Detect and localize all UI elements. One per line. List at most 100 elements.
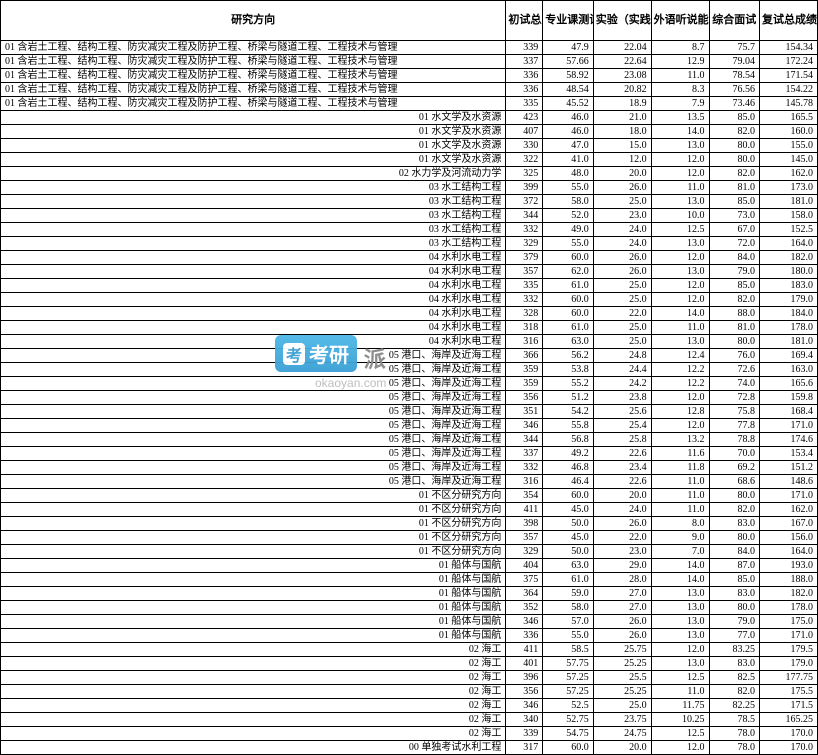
cell-num: 155.0: [760, 139, 818, 153]
cell-num: 151.2: [760, 461, 818, 475]
cell-direction: 04 水利水电工程: [1, 321, 506, 335]
table-row: 04 水利水电工程35762.026.013.079.0180.0: [1, 265, 818, 279]
cell-direction: 02 海工: [1, 657, 506, 671]
cell-num: 83.0: [709, 657, 760, 671]
cell-direction: 03 水工结构工程: [1, 209, 506, 223]
header-waiyu: 外语听说能力: [651, 1, 709, 41]
cell-num: 181.0: [760, 335, 818, 349]
cell-num: 11.0: [651, 69, 709, 83]
cell-num: 79.0: [709, 615, 760, 629]
cell-num: 11.6: [651, 447, 709, 461]
cell-num: 25.25: [593, 685, 651, 699]
cell-num: 22.64: [593, 55, 651, 69]
cell-num: 154.34: [760, 41, 818, 55]
cell-num: 72.8: [709, 391, 760, 405]
cell-num: 364: [506, 587, 543, 601]
cell-num: 12.0: [651, 293, 709, 307]
table-row: 01 含岩土工程、结构工程、防灾减灾工程及防护工程、桥梁与隧道工程、工程技术与管…: [1, 69, 818, 83]
cell-num: 11.0: [651, 503, 709, 517]
cell-num: 183.0: [760, 279, 818, 293]
cell-num: 67.0: [709, 223, 760, 237]
cell-direction: 01 含岩土工程、结构工程、防灾减灾工程及防护工程、桥梁与隧道工程、工程技术与管…: [1, 55, 506, 69]
cell-num: 54.2: [543, 405, 594, 419]
cell-num: 25.0: [593, 335, 651, 349]
cell-num: 340: [506, 713, 543, 727]
cell-num: 80.0: [709, 139, 760, 153]
cell-num: 61.0: [543, 279, 594, 293]
cell-num: 80.0: [709, 601, 760, 615]
cell-num: 13.0: [651, 615, 709, 629]
cell-num: 13.0: [651, 139, 709, 153]
cell-direction: 02 海工: [1, 699, 506, 713]
cell-num: 336: [506, 83, 543, 97]
cell-num: 24.2: [593, 377, 651, 391]
table-row: 01 水文学及水资源32241.012.012.080.0145.0: [1, 153, 818, 167]
cell-num: 325: [506, 167, 543, 181]
cell-direction: 05 港口、海岸及近海工程: [1, 433, 506, 447]
table-row: 01 不区分研究方向32950.023.07.084.0164.0: [1, 545, 818, 559]
table-row: 01 不区分研究方向39850.026.08.083.0167.0: [1, 517, 818, 531]
cell-num: 79.04: [709, 55, 760, 69]
cell-num: 12.0: [651, 741, 709, 755]
cell-num: 172.24: [760, 55, 818, 69]
cell-num: 24.0: [593, 223, 651, 237]
cell-num: 75.7: [709, 41, 760, 55]
table-row: 04 水利水电工程33561.025.012.085.0183.0: [1, 279, 818, 293]
cell-num: 61.0: [543, 321, 594, 335]
cell-direction: 05 港口、海岸及近海工程: [1, 475, 506, 489]
cell-num: 85.0: [709, 195, 760, 209]
cell-num: 12.8: [651, 405, 709, 419]
cell-num: 165.25: [760, 713, 818, 727]
cell-num: 164.0: [760, 545, 818, 559]
cell-num: 399: [506, 181, 543, 195]
cell-num: 366: [506, 349, 543, 363]
cell-num: 82.0: [709, 503, 760, 517]
header-chushi: 初试总成: [506, 1, 543, 41]
cell-num: 423: [506, 111, 543, 125]
cell-num: 162.0: [760, 167, 818, 181]
table-row: 01 水文学及水资源33047.015.013.080.0155.0: [1, 139, 818, 153]
cell-num: 328: [506, 307, 543, 321]
cell-num: 26.0: [593, 517, 651, 531]
cell-num: 12.0: [651, 167, 709, 181]
cell-num: 335: [506, 279, 543, 293]
cell-direction: 01 含岩土工程、结构工程、防灾减灾工程及防护工程、桥梁与隧道工程、工程技术与管…: [1, 97, 506, 111]
cell-num: 25.0: [593, 195, 651, 209]
table-row: 04 水利水电工程37960.026.012.084.0182.0: [1, 251, 818, 265]
cell-num: 18.9: [593, 97, 651, 111]
cell-num: 46.4: [543, 475, 594, 489]
cell-num: 56.8: [543, 433, 594, 447]
cell-num: 193.0: [760, 559, 818, 573]
table-row: 05 港口、海岸及近海工程35953.824.412.272.6163.0: [1, 363, 818, 377]
cell-direction: 02 海工: [1, 671, 506, 685]
cell-num: 407: [506, 125, 543, 139]
cell-num: 372: [506, 195, 543, 209]
cell-num: 24.0: [593, 237, 651, 251]
cell-num: 359: [506, 377, 543, 391]
cell-direction: 04 水利水电工程: [1, 265, 506, 279]
cell-num: 82.0: [709, 293, 760, 307]
cell-num: 25.4: [593, 419, 651, 433]
cell-num: 81.0: [709, 321, 760, 335]
table-row: 02 海工40157.7525.2513.083.0179.0: [1, 657, 818, 671]
table-row: 05 港口、海岸及近海工程33749.222.611.670.0153.4: [1, 447, 818, 461]
cell-num: 12.0: [651, 279, 709, 293]
cell-num: 175.0: [760, 615, 818, 629]
table-row: 03 水工结构工程37258.025.013.085.0181.0: [1, 195, 818, 209]
cell-num: 12.2: [651, 377, 709, 391]
cell-num: 12.4: [651, 349, 709, 363]
cell-num: 83.0: [709, 517, 760, 531]
cell-num: 346: [506, 615, 543, 629]
cell-direction: 05 港口、海岸及近海工程: [1, 349, 506, 363]
cell-num: 60.0: [543, 489, 594, 503]
cell-num: 18.0: [593, 125, 651, 139]
cell-num: 60.0: [543, 741, 594, 755]
cell-num: 25.0: [593, 293, 651, 307]
table-row: 05 港口、海岸及近海工程31646.422.611.068.6148.6: [1, 475, 818, 489]
cell-num: 74.0: [709, 377, 760, 391]
cell-num: 82.0: [709, 125, 760, 139]
cell-direction: 01 船体与国航: [1, 601, 506, 615]
cell-num: 404: [506, 559, 543, 573]
cell-num: 145.0: [760, 153, 818, 167]
cell-num: 50.0: [543, 545, 594, 559]
